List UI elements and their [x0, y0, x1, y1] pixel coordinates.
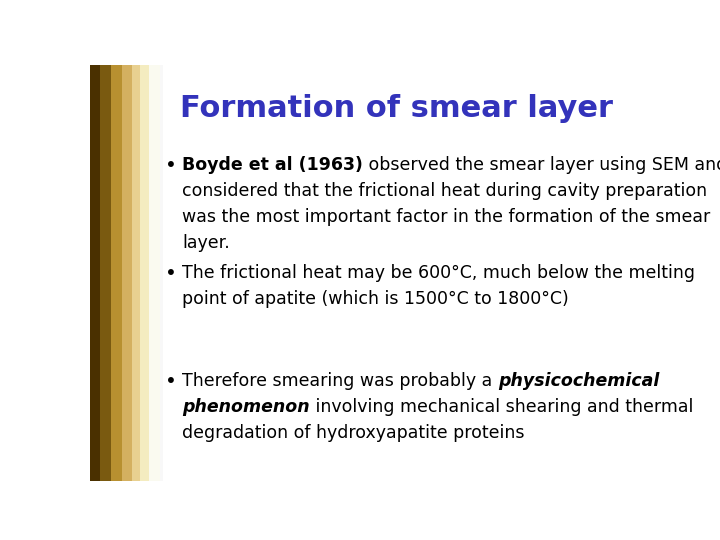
Text: was the most important factor in the formation of the smear: was the most important factor in the for…: [182, 208, 711, 226]
Text: phenomenon: phenomenon: [182, 399, 310, 416]
Bar: [140, 65, 148, 481]
Text: •: •: [165, 265, 177, 284]
Bar: [100, 65, 111, 481]
Text: considered that the frictional heat during cavity preparation: considered that the frictional heat duri…: [182, 182, 707, 200]
Bar: [148, 65, 160, 481]
Bar: [111, 65, 122, 481]
Text: The frictional heat may be 600°C, much below the melting: The frictional heat may be 600°C, much b…: [182, 265, 695, 282]
Bar: [163, 65, 648, 481]
Text: degradation of hydroxyapatite proteins: degradation of hydroxyapatite proteins: [182, 424, 525, 442]
Text: •: •: [165, 373, 177, 392]
Text: Therefore smearing was probably a: Therefore smearing was probably a: [182, 373, 498, 390]
Text: •: •: [165, 156, 177, 176]
Text: physicochemical: physicochemical: [498, 373, 660, 390]
Bar: [122, 65, 132, 481]
Text: Formation of smear layer: Formation of smear layer: [181, 94, 613, 123]
Text: layer.: layer.: [182, 234, 230, 252]
Text: point of apatite (which is 1500°C to 1800°C): point of apatite (which is 1500°C to 180…: [182, 290, 569, 308]
Text: observed the smear layer using SEM and: observed the smear layer using SEM and: [363, 156, 720, 174]
Text: Boyde et al (1963): Boyde et al (1963): [182, 156, 363, 174]
Bar: [132, 65, 140, 481]
Text: involving mechanical shearing and thermal: involving mechanical shearing and therma…: [310, 399, 693, 416]
Bar: [90, 65, 100, 481]
Bar: [160, 65, 648, 481]
